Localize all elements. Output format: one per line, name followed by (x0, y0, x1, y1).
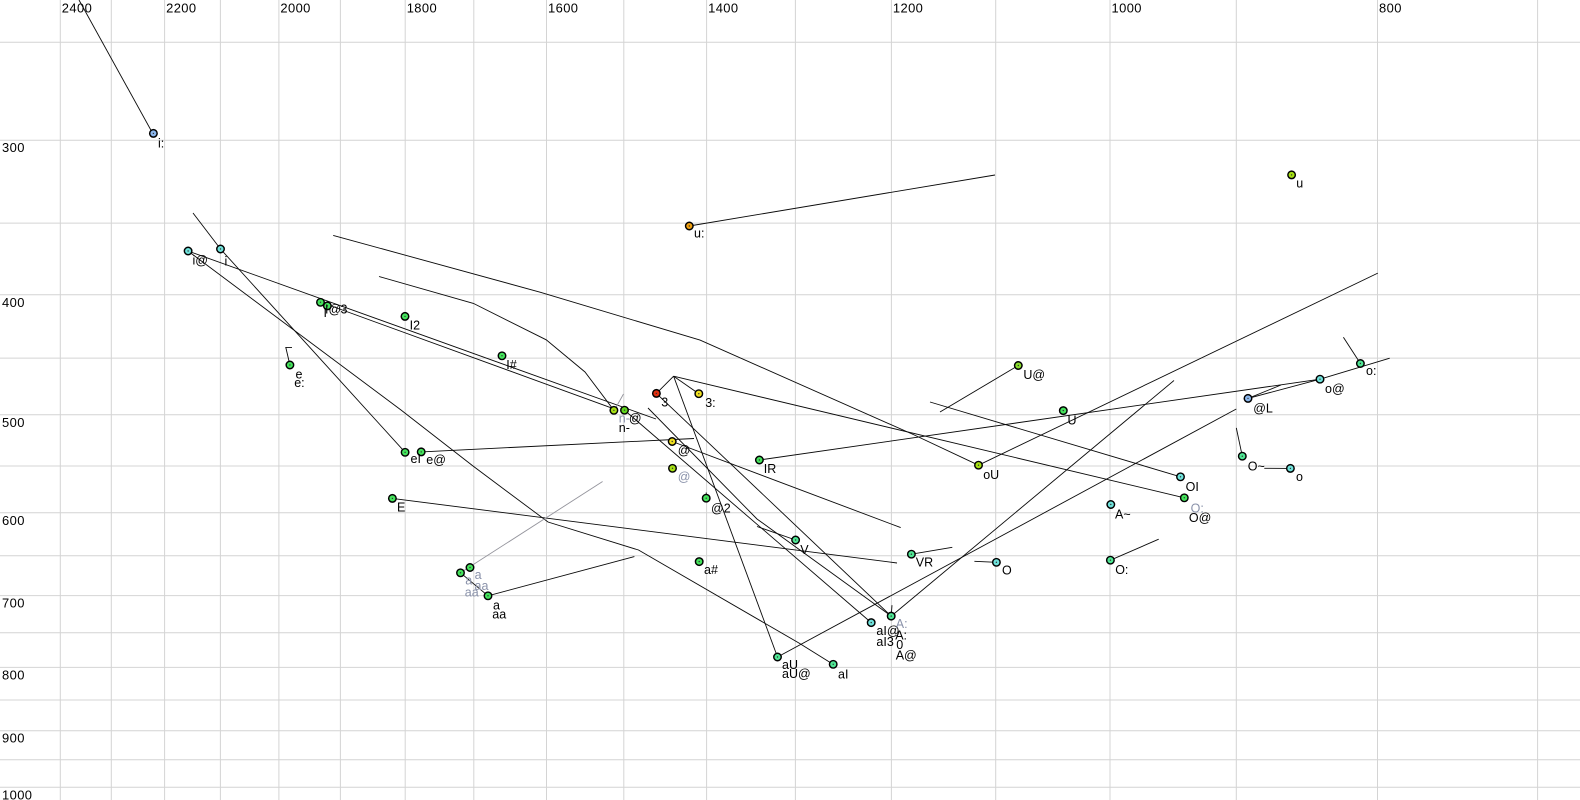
svg-text:I: I (324, 306, 327, 320)
svg-text:3: 3 (661, 396, 668, 410)
svg-text:A:: A: (896, 617, 908, 631)
svg-text:a: a (475, 568, 482, 582)
svg-text:oU: oU (983, 468, 999, 482)
svg-text:2200: 2200 (166, 0, 196, 15)
svg-text:I2: I2 (410, 318, 420, 332)
svg-text:OI: OI (1186, 480, 1199, 494)
svg-text:O:: O: (1115, 563, 1128, 577)
svg-text:u:: u: (694, 226, 704, 240)
svg-text:A@: A@ (896, 648, 917, 662)
svg-text:i: i (225, 255, 228, 269)
svg-text:0: 0 (896, 638, 903, 652)
svg-text:eI: eI (411, 452, 421, 466)
svg-text:@L: @L (1253, 402, 1273, 416)
svg-text:a: a (493, 598, 500, 612)
svg-text:A:: A: (895, 628, 907, 642)
svg-text:n-: n- (619, 411, 630, 425)
svg-text:300: 300 (2, 140, 25, 155)
svg-text:U: U (1068, 414, 1077, 428)
svg-text:E: E (397, 500, 405, 514)
svg-text:@: @ (629, 412, 642, 426)
svg-text:800: 800 (1379, 0, 1402, 15)
svg-text:aI@: aI@ (876, 624, 899, 638)
svg-text:n-: n- (619, 421, 630, 435)
svg-text:i@: i@ (193, 253, 208, 267)
svg-text:o:: o: (1366, 364, 1376, 378)
svg-text:700: 700 (2, 596, 25, 611)
svg-text:1800: 1800 (407, 0, 437, 15)
svg-text:e@: e@ (426, 453, 446, 467)
svg-text:I@: I@ (325, 302, 341, 316)
svg-text:1200: 1200 (893, 0, 923, 15)
svg-text:1400: 1400 (708, 0, 738, 15)
svg-text:3: 3 (341, 302, 348, 316)
svg-text:A~: A~ (1115, 508, 1131, 522)
svg-text:800: 800 (2, 667, 25, 682)
svg-text:e:: e: (294, 376, 304, 390)
svg-text:1000: 1000 (2, 787, 32, 800)
svg-text:aU: aU (782, 658, 798, 672)
svg-text:aa: aa (475, 579, 489, 593)
svg-text:U@: U@ (1023, 368, 1045, 382)
svg-text:V: V (800, 543, 809, 557)
svg-text:@: @ (678, 470, 691, 484)
svg-text:500: 500 (2, 415, 25, 430)
svg-text:3:: 3: (705, 396, 715, 410)
svg-text:2000: 2000 (280, 0, 310, 15)
svg-text:aa: aa (465, 585, 479, 599)
svg-text:i:: i: (158, 136, 164, 150)
svg-text:aa: aa (492, 608, 506, 622)
svg-text:O~: O~ (1248, 460, 1265, 474)
svg-text:aI: aI (838, 668, 848, 682)
svg-text:o@: o@ (1325, 382, 1345, 396)
svg-text:aI3: aI3 (876, 635, 893, 649)
svg-text:u: u (1296, 176, 1303, 190)
svg-text:1000: 1000 (1112, 0, 1142, 15)
svg-text:a: a (465, 574, 472, 588)
svg-text:2400: 2400 (62, 0, 92, 15)
svg-text:1600: 1600 (548, 0, 578, 15)
svg-text:400: 400 (2, 295, 25, 310)
svg-text:e: e (296, 367, 303, 381)
svg-text:o: o (1296, 470, 1303, 484)
svg-text:600: 600 (2, 513, 25, 528)
svg-text:IR: IR (764, 462, 777, 476)
svg-text:900: 900 (2, 731, 25, 746)
svg-text:O: O (1002, 564, 1012, 578)
svg-text:aU@: aU@ (782, 667, 811, 681)
svg-text:VR: VR (916, 556, 933, 570)
svg-text:@2: @2 (711, 501, 731, 515)
svg-text:I#: I# (506, 358, 516, 372)
svg-text:O:: O: (1191, 501, 1204, 515)
svg-text:a#: a# (704, 563, 718, 577)
svg-text:@: @ (678, 444, 691, 458)
svg-text:O@: O@ (1189, 511, 1211, 525)
